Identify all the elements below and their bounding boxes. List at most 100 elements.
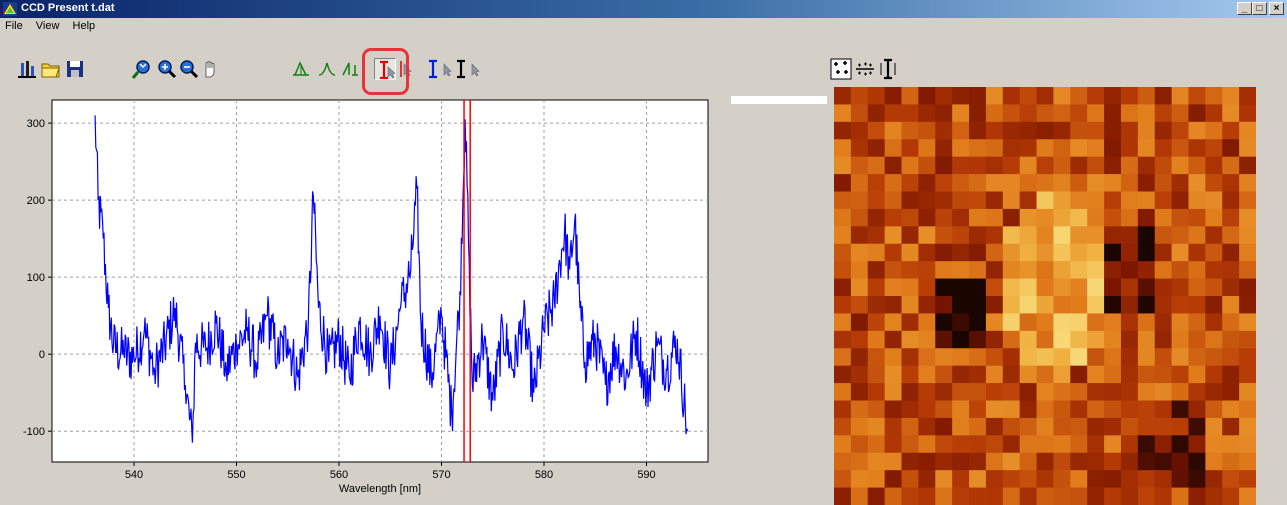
bar-range-button[interactable]	[878, 58, 900, 80]
image-pixel	[1036, 121, 1054, 140]
close-button[interactable]: ×	[1269, 2, 1284, 15]
image-pixel	[1154, 330, 1173, 349]
image-pixel	[1239, 174, 1256, 192]
image-pixel	[1171, 278, 1189, 297]
y-tick-label: -100	[23, 426, 45, 438]
image-pixel	[1154, 226, 1173, 245]
menu-file[interactable]: File	[5, 20, 23, 32]
image-pixel	[1070, 296, 1088, 314]
image-pixel	[884, 435, 903, 454]
image-pixel	[918, 365, 936, 384]
image-pixel	[1104, 226, 1122, 245]
image-pixel	[969, 435, 987, 454]
image-pixel	[1002, 139, 1021, 158]
bar-spectrum-button[interactable]	[16, 58, 38, 80]
image-pixel	[1053, 191, 1071, 210]
image-pixel	[1087, 365, 1105, 384]
image-pixel	[952, 104, 970, 123]
peak-fit-button[interactable]	[316, 58, 338, 80]
x-tick-label: 570	[432, 469, 450, 481]
image-pixel	[850, 139, 869, 158]
maximize-button[interactable]: □	[1252, 2, 1267, 15]
image-pixel	[1019, 243, 1038, 262]
image-pixel	[901, 156, 919, 175]
image-pixel	[834, 226, 852, 245]
image-pixel	[1087, 87, 1105, 105]
image-pixel	[867, 348, 886, 367]
image-pixel	[1137, 348, 1156, 367]
image-pixel	[1053, 156, 1071, 175]
zoom-out-button[interactable]	[177, 58, 199, 80]
image-pixel	[952, 330, 970, 349]
image-pixel	[1019, 278, 1038, 297]
image-pixel	[834, 313, 852, 332]
image-pixel	[1019, 435, 1038, 454]
grid-dots-button[interactable]	[854, 58, 876, 80]
image-pixel	[969, 330, 987, 349]
image-pixel	[901, 348, 919, 367]
image-pixel	[1188, 435, 1206, 454]
menu-view[interactable]: View	[35, 20, 60, 32]
image-pixel	[1087, 156, 1105, 175]
image-pixel	[1137, 278, 1156, 297]
image-pixel	[1222, 435, 1240, 454]
image-pixel	[1070, 156, 1088, 175]
image-pixel	[867, 313, 886, 332]
intensity-image-map[interactable]	[834, 87, 1256, 505]
image-pixel	[1002, 330, 1021, 349]
open-button[interactable]	[40, 58, 62, 80]
black-cursor-button[interactable]	[452, 58, 474, 80]
image-pixel	[1002, 313, 1021, 332]
image-pixel	[901, 296, 919, 314]
image-pixel	[1053, 435, 1071, 454]
image-pixel	[884, 383, 903, 401]
image-pixel	[985, 383, 1004, 401]
image-pixel	[1120, 383, 1139, 401]
image-pixel	[1120, 365, 1139, 384]
black-arrow-cursor-button[interactable]	[464, 58, 486, 80]
image-pixel	[1120, 208, 1139, 227]
image-pixel	[834, 156, 852, 175]
minimize-button[interactable]: _	[1237, 2, 1252, 15]
save-button[interactable]	[64, 58, 86, 80]
blue-arrow-cursor-button[interactable]	[436, 58, 458, 80]
menu-help[interactable]: Help	[72, 20, 96, 32]
image-pixel	[969, 156, 987, 175]
image-pixel	[1120, 452, 1139, 471]
image-pixel	[918, 417, 936, 436]
image-pixel	[1087, 261, 1105, 280]
image-pixel	[1137, 226, 1156, 245]
image-pixel	[918, 243, 936, 262]
zoom-fit-button[interactable]	[131, 58, 153, 80]
pan-button[interactable]	[199, 58, 221, 80]
image-pixel	[918, 139, 936, 158]
image-pixel	[1036, 365, 1054, 384]
image-pixel	[1104, 365, 1122, 384]
image-pixel	[901, 365, 919, 384]
image-pixel	[935, 452, 953, 471]
image-pixel	[952, 278, 970, 297]
grid-dots-icon	[856, 62, 874, 76]
scatter-points-button[interactable]	[830, 58, 852, 80]
image-pixel	[1019, 208, 1038, 227]
image-pixel	[1036, 87, 1054, 105]
image-pixel	[1104, 174, 1122, 192]
image-pixel	[901, 487, 919, 505]
image-pixel	[1205, 313, 1223, 332]
image-pixel	[884, 139, 903, 158]
zoom-in-button[interactable]	[155, 58, 177, 80]
image-pixel	[1002, 191, 1021, 210]
peak-triangle-button[interactable]	[290, 58, 312, 80]
red-cursor-button[interactable]	[374, 58, 396, 80]
image-pixel	[952, 400, 970, 419]
image-pixel	[952, 435, 970, 454]
blue-cursor-button[interactable]	[424, 58, 446, 80]
image-pixel	[1087, 330, 1105, 349]
image-pixel	[1053, 139, 1071, 158]
image-pixel	[918, 261, 936, 280]
image-pixel	[1070, 452, 1088, 471]
image-pixel	[985, 365, 1004, 384]
peak-area-button[interactable]	[340, 58, 362, 80]
spectrum-chart[interactable]: 540 550 560 570 580 590 -100 0 100 200 300 Waveleng…	[3, 95, 724, 505]
image-pixel	[901, 174, 919, 192]
